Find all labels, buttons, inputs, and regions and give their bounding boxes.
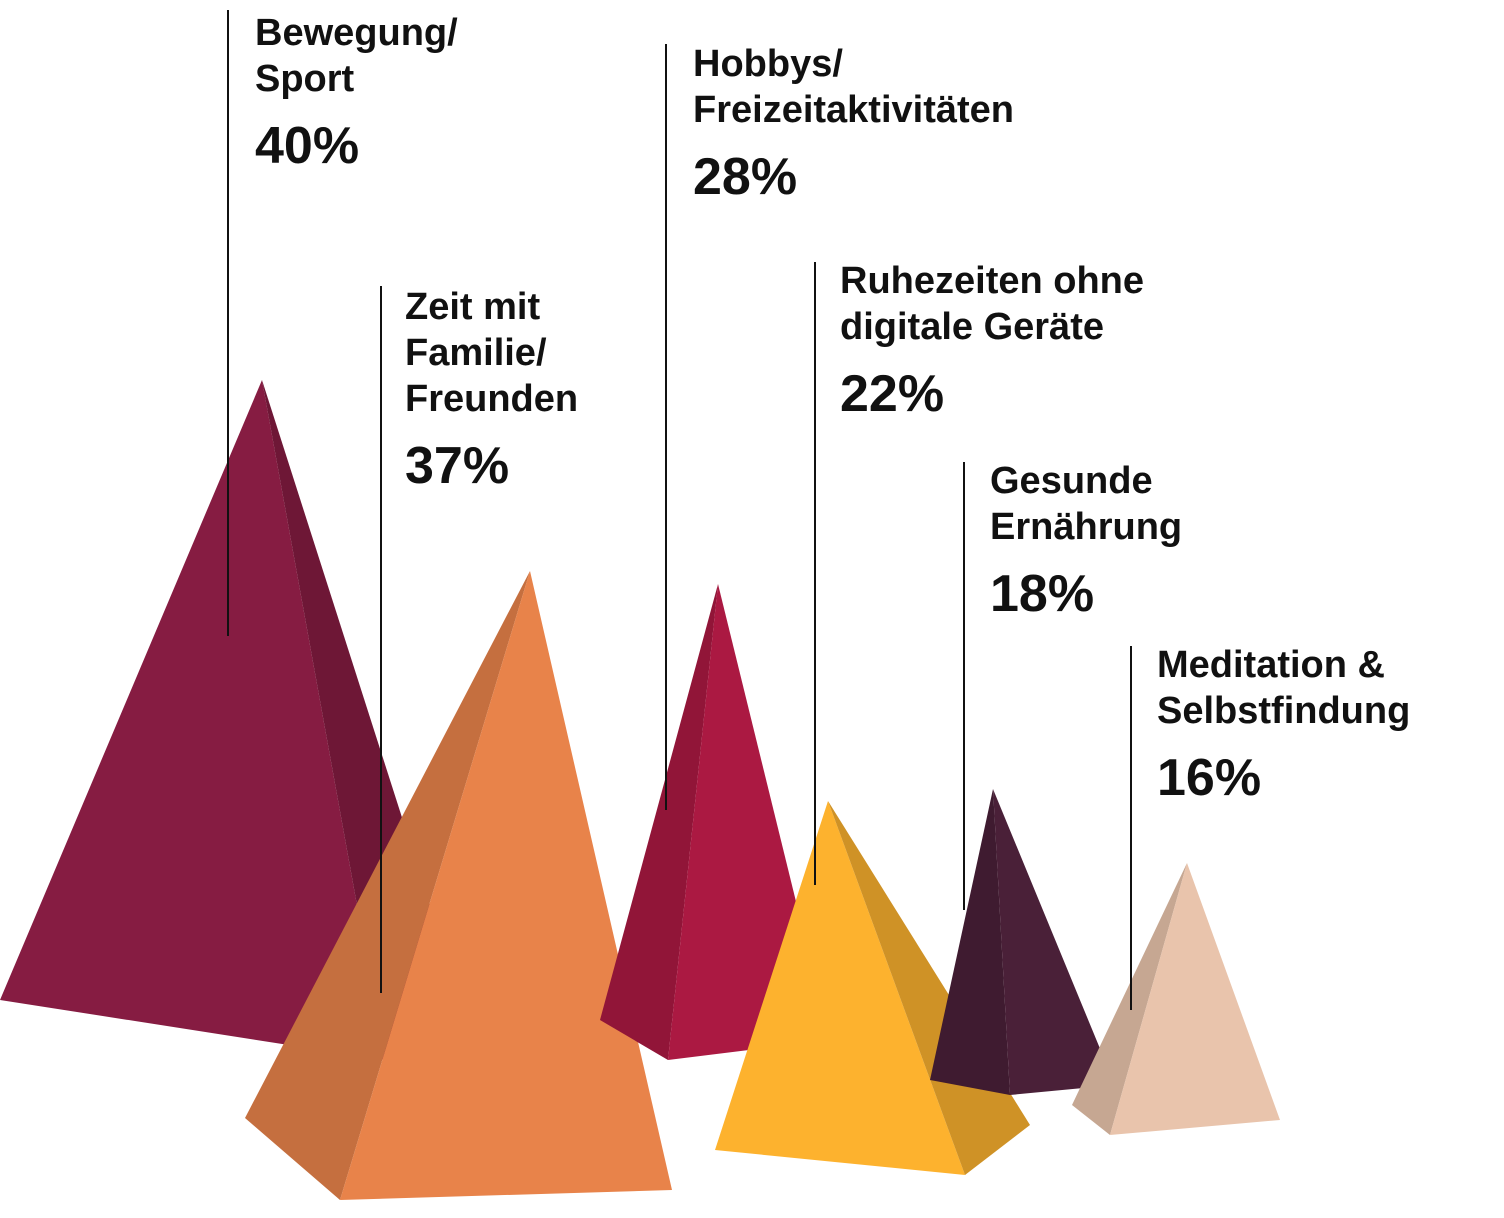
category-label: Meditation & Selbstfindung <box>1157 644 1411 732</box>
pyramid-face <box>993 789 1115 1095</box>
value-label: 40% <box>255 117 360 175</box>
label: Gesunde Ernährung 18% <box>990 458 1182 624</box>
value-label: 37% <box>405 437 510 495</box>
pyramid-face <box>600 584 718 1060</box>
pyramid-face <box>1072 863 1187 1135</box>
value-label: 22% <box>840 365 945 423</box>
pyramid-face <box>340 571 672 1200</box>
value-label: 18% <box>990 565 1095 623</box>
pyramid-face <box>0 380 385 1060</box>
category-label: Zeit mit Familie/ Freunden <box>405 286 579 420</box>
label: Ruhezeiten ohne digitale Geräte 22% <box>840 258 1144 424</box>
label: Zeit mit Familie/ Freunden 37% <box>405 284 578 496</box>
value-label: 28% <box>693 148 798 206</box>
label: Bewegung/ Sport 40% <box>255 10 458 176</box>
pyramid-face <box>245 571 530 1200</box>
pyramid-face <box>715 801 965 1175</box>
category-label: Ruhezeiten ohne digitale Geräte <box>840 260 1145 348</box>
label: Meditation & Selbstfindung 16% <box>1157 642 1410 808</box>
pyramid-face <box>930 789 1010 1095</box>
value-label: 16% <box>1157 749 1262 807</box>
category-label: Bewegung/ Sport <box>255 12 458 100</box>
pyramid-face <box>1110 863 1280 1135</box>
category-label: Hobbys/ Freizeitaktivitäten <box>693 43 1014 131</box>
label: Hobbys/ Freizeitaktivitäten 28% <box>693 41 1014 207</box>
category-label: Gesunde Ernährung <box>990 460 1183 548</box>
